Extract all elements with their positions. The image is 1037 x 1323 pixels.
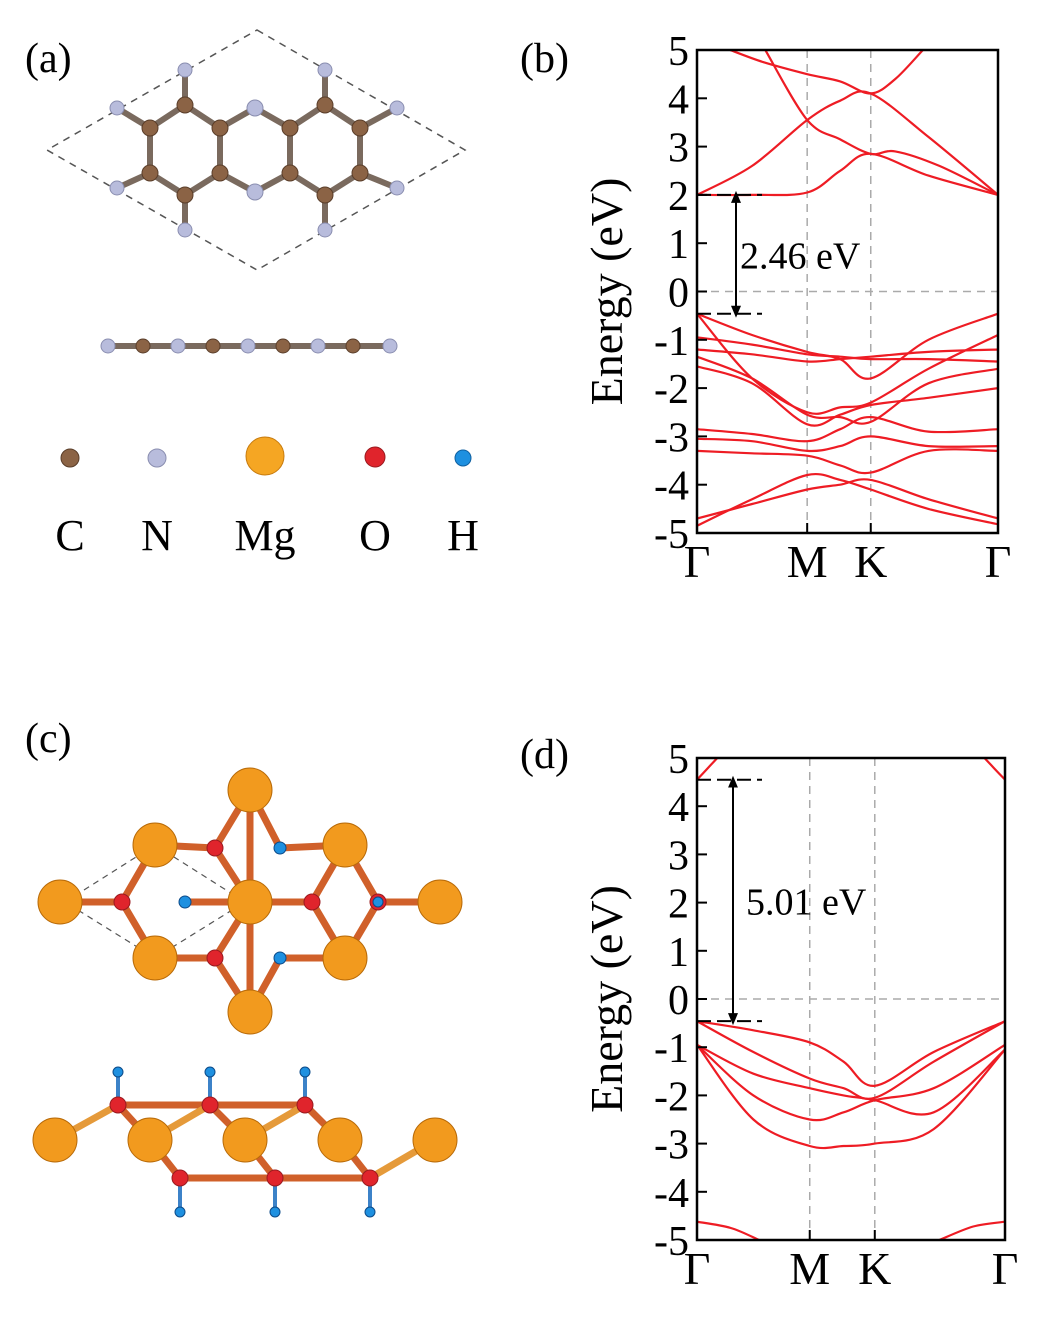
y-tick-label: -2: [654, 1074, 689, 1120]
legend-atom-o-icon: [364, 446, 386, 468]
y-tick-label: 5: [668, 737, 689, 783]
band-line-14: [729, 50, 924, 95]
x-tick-label: Γ: [992, 1243, 1019, 1294]
band-line-2: [697, 1043, 1005, 1116]
band-line-0: [697, 472, 998, 527]
band-line-4: [697, 415, 998, 443]
y-tick-label: 5: [668, 29, 689, 75]
y-tick-label: 3: [668, 833, 689, 879]
band-line-6: [697, 355, 998, 425]
band-line-7: [697, 758, 719, 781]
structure-cn-top-view: [45, 29, 467, 271]
legend-atom-h-icon: [454, 449, 472, 467]
band-line-5: [697, 1220, 760, 1240]
y-tick-label: 2: [668, 174, 689, 220]
x-tick-label: M: [789, 1243, 830, 1294]
structure-mgoh-top-view: [37, 767, 463, 1035]
atoms-mgoh-top: [37, 767, 463, 1035]
legend-label-c: C: [55, 511, 84, 560]
band-line-8: [983, 758, 1005, 781]
legend-label-n: N: [141, 511, 173, 560]
bandgap-label: 5.01 eV: [746, 881, 867, 923]
y-axis-label: Energy (eV): [581, 885, 632, 1113]
y-tick-label: 0: [668, 271, 689, 317]
y-tick-label: 0: [668, 978, 689, 1024]
band-line-4: [697, 1044, 1005, 1150]
unit-cell-outline: [45, 29, 467, 271]
y-tick-label: -5: [654, 1219, 689, 1265]
legend-atom-c-icon: [60, 448, 80, 468]
panel-label-b: (b): [520, 36, 569, 82]
band-line-1: [697, 1020, 1005, 1100]
y-axis-label: Energy (eV): [581, 178, 632, 406]
legend-atom-n-icon: [147, 448, 167, 468]
y-tick-label: -3: [654, 415, 689, 461]
element-legend: C N Mg O H: [55, 436, 479, 560]
y-tick-label: 3: [668, 126, 689, 172]
band-line-3: [697, 1043, 1005, 1122]
legend-label-o: O: [359, 511, 391, 560]
legend-label-h: H: [447, 511, 479, 560]
band-line-6: [938, 1220, 1005, 1240]
band-line-12: [697, 90, 998, 196]
y-tick-label: -4: [654, 464, 689, 510]
y-tick-label: -1: [654, 1026, 689, 1072]
x-tick-label: Γ: [985, 536, 1012, 587]
band-line-1: [697, 478, 998, 520]
legend-atom-mg-icon: [245, 436, 285, 476]
bands: [697, 50, 998, 527]
band-line-0: [697, 1020, 1005, 1087]
x-tick-label: Γ: [684, 1243, 711, 1294]
x-tick-label: M: [787, 536, 828, 587]
x-tick-label: K: [858, 1243, 891, 1294]
y-tick-label: 4: [668, 785, 689, 831]
structure-cn-side-view: [100, 338, 398, 354]
band-line-11: [697, 152, 998, 197]
y-tick-label: 1: [668, 930, 689, 976]
structure-mgoh-side-view: [32, 1066, 458, 1218]
atoms-top: [109, 62, 405, 238]
y-tick-label: -1: [654, 319, 689, 365]
panel-label-a: (a): [25, 36, 72, 82]
x-tick-label: K: [854, 536, 887, 587]
y-tick-label: 1: [668, 222, 689, 268]
y-tick-label: -5: [654, 512, 689, 558]
y-tick-label: -2: [654, 367, 689, 413]
band-line-13: [764, 50, 998, 196]
y-tick-label: 4: [668, 77, 689, 123]
panel-label-c: (c): [25, 716, 72, 762]
y-tick-label: -4: [654, 1171, 689, 1217]
x-tick-label: Γ: [684, 536, 711, 587]
band-line-5: [697, 365, 998, 427]
y-tick-label: 2: [668, 882, 689, 928]
band-line-3: [697, 435, 998, 453]
band-line-8: [697, 336, 998, 363]
legend-label-mg: Mg: [234, 511, 295, 560]
band-line-10: [697, 312, 998, 380]
panel-label-d: (d): [520, 732, 569, 778]
band-line-9: [697, 312, 998, 415]
bonds-top: [114, 67, 400, 233]
band-line-2: [697, 448, 998, 475]
bandgap-label: 2.46 eV: [740, 235, 861, 277]
bands: [697, 758, 1005, 1240]
y-tick-label: -3: [654, 1123, 689, 1169]
